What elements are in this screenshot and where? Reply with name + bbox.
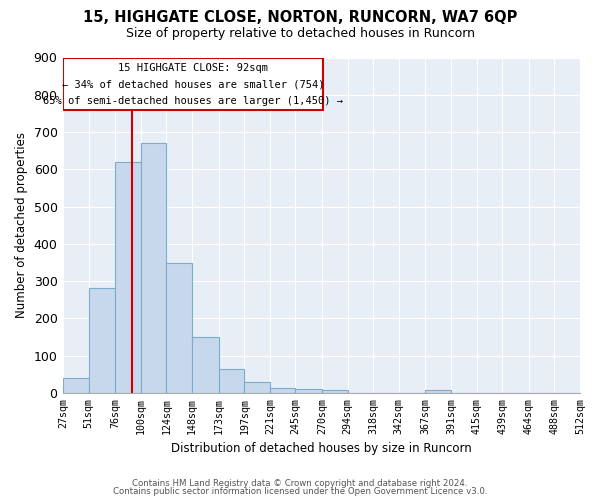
Text: 15, HIGHGATE CLOSE, NORTON, RUNCORN, WA7 6QP: 15, HIGHGATE CLOSE, NORTON, RUNCORN, WA7… <box>83 10 517 25</box>
Text: Contains HM Land Registry data © Crown copyright and database right 2024.: Contains HM Land Registry data © Crown c… <box>132 478 468 488</box>
Bar <box>244 382 270 393</box>
Bar <box>63 58 323 110</box>
X-axis label: Distribution of detached houses by size in Runcorn: Distribution of detached houses by size … <box>171 442 472 455</box>
Bar <box>295 389 322 393</box>
Bar <box>166 263 192 393</box>
Bar <box>63 378 89 393</box>
Text: Size of property relative to detached houses in Runcorn: Size of property relative to detached ho… <box>125 28 475 40</box>
Bar <box>425 390 451 393</box>
Bar <box>115 162 141 393</box>
Bar <box>219 368 244 393</box>
Text: Contains public sector information licensed under the Open Government Licence v3: Contains public sector information licen… <box>113 487 487 496</box>
Bar <box>270 388 295 393</box>
Bar <box>322 390 347 393</box>
Y-axis label: Number of detached properties: Number of detached properties <box>15 132 28 318</box>
Bar <box>89 288 115 393</box>
Text: 15 HIGHGATE CLOSE: 92sqm
← 34% of detached houses are smaller (754)
65% of semi-: 15 HIGHGATE CLOSE: 92sqm ← 34% of detach… <box>43 63 343 106</box>
Bar <box>192 337 219 393</box>
Bar <box>141 143 166 393</box>
